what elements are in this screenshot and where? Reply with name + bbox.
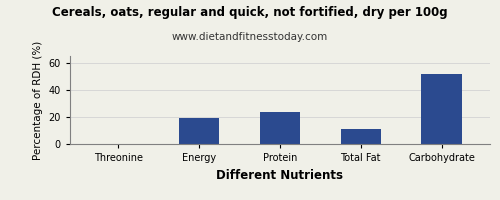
Text: Cereals, oats, regular and quick, not fortified, dry per 100g: Cereals, oats, regular and quick, not fo… — [52, 6, 448, 19]
Bar — [340, 129, 381, 144]
Bar — [422, 74, 462, 144]
Y-axis label: Percentage of RDH (%): Percentage of RDH (%) — [33, 40, 43, 160]
Bar — [179, 118, 220, 144]
Title: Cereals, oats, regular and quick, not fortified, dry per 100g
www.dietandfitness: Cereals, oats, regular and quick, not fo… — [0, 199, 1, 200]
Text: www.dietandfitnesstoday.com: www.dietandfitnesstoday.com — [172, 32, 328, 42]
Bar — [260, 112, 300, 144]
X-axis label: Different Nutrients: Different Nutrients — [216, 169, 344, 182]
